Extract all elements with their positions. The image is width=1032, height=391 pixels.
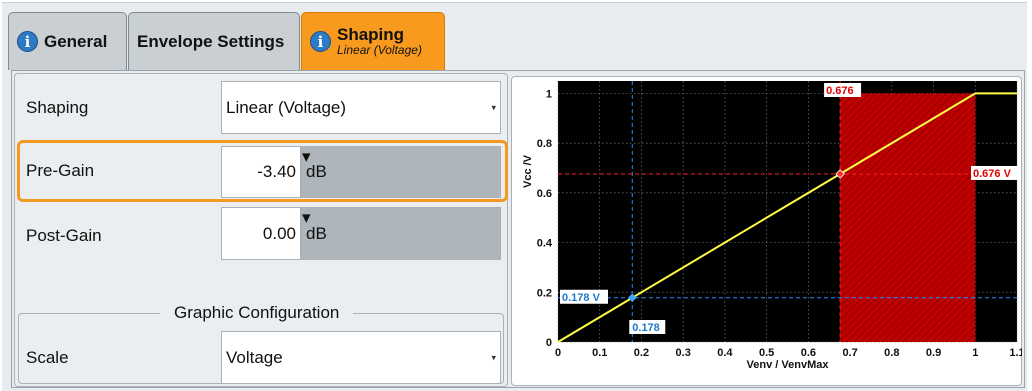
x-tick-label: 0.6 xyxy=(801,347,816,359)
post-gain-input[interactable]: 0.00 xyxy=(221,207,301,260)
chevron-down-icon: ▾ xyxy=(302,208,311,227)
red-y-label-bg xyxy=(971,165,1019,180)
x-axis-label: Venv / VenvMax xyxy=(747,359,830,371)
y-tick-label: 0.2 xyxy=(537,287,552,299)
tab-shaping-sublabel: Linear (Voltage) xyxy=(337,43,422,58)
x-tick-label: 0.2 xyxy=(634,347,649,359)
y-tick-label: 0 xyxy=(546,337,552,349)
chevron-down-icon: ▾ xyxy=(491,352,496,362)
x-tick-label: 0.5 xyxy=(759,347,774,359)
shaping-chart: 0.178 0.178 V 0.676 0.676 V 0 0.1 0.2 0.3 0.4 0.… xyxy=(522,81,1022,371)
tab-shaping-label: Shaping xyxy=(337,25,405,45)
scale-select[interactable]: Voltage ▾ xyxy=(221,331,501,384)
shaping-curve xyxy=(557,92,1017,343)
blue-x-label-bg xyxy=(629,320,666,334)
pre-gain-value: -3.40 xyxy=(257,162,296,181)
y-tick-label: 1 xyxy=(546,88,552,100)
info-icon: i xyxy=(17,31,38,52)
y-tick-label: 0.4 xyxy=(537,238,553,250)
x-tick-label: 0.9 xyxy=(926,347,941,359)
tab-general[interactable]: i General xyxy=(8,12,127,70)
post-gain-label: Post-Gain xyxy=(26,226,102,245)
info-icon: i xyxy=(310,31,331,52)
tab-envelope-settings-label: Envelope Settings xyxy=(137,31,285,51)
blue-y-label-bg xyxy=(560,289,608,304)
post-gain-unit-select[interactable]: dB ▾ xyxy=(301,207,501,260)
post-gain-value: 0.00 xyxy=(262,224,296,243)
red-marker-point xyxy=(835,169,845,179)
pre-gain-unit-select[interactable]: dB ▾ xyxy=(301,146,501,198)
x-tick-label: 0.3 xyxy=(676,347,691,359)
blue-y-label: 0.178 V xyxy=(562,292,601,304)
shaping-select[interactable]: Linear (Voltage) ▾ xyxy=(221,81,501,134)
chevron-down-icon: ▾ xyxy=(302,147,311,166)
x-tick-label: 1.1 xyxy=(1009,347,1022,359)
tab-general-label: General xyxy=(44,31,108,51)
pre-gain-label: Pre-Gain xyxy=(26,161,95,180)
shaping-select-value: Linear (Voltage) xyxy=(226,98,347,117)
tab-envelope-settings[interactable]: Envelope Settings xyxy=(128,12,300,70)
red-x-label-bg xyxy=(824,83,862,97)
y-tick-label: 0.6 xyxy=(537,188,552,200)
x-tick-label: 1 xyxy=(972,347,978,359)
post-gain-unit: dB xyxy=(306,224,327,243)
clipping-region xyxy=(840,93,976,342)
focus-highlight xyxy=(17,140,508,202)
red-y-label: 0.676 V xyxy=(973,168,1012,180)
y-tick-label: 0.8 xyxy=(537,138,552,150)
tab-shaping[interactable]: i Shaping Linear (Voltage) xyxy=(301,12,445,70)
shaping-label: Shaping xyxy=(26,98,89,117)
red-x-label: 0.676 xyxy=(826,85,854,97)
scale-label: Scale xyxy=(26,348,69,367)
graphic-configuration-title: Graphic Configuration xyxy=(160,303,354,323)
x-tick-label: 0.1 xyxy=(592,347,607,359)
x-tick-label: 0.4 xyxy=(717,347,733,359)
pre-gain-input[interactable]: -3.40 xyxy=(221,146,301,198)
scale-select-value: Voltage xyxy=(226,348,283,367)
x-tick-label: 0.7 xyxy=(842,347,857,359)
y-axis-label: Vcc /V xyxy=(522,154,534,188)
pre-gain-unit: dB xyxy=(306,162,327,181)
x-tick-label: 0 xyxy=(555,347,561,359)
x-tick-label: 0.8 xyxy=(884,347,899,359)
blue-x-label: 0.178 xyxy=(632,322,660,334)
chevron-down-icon: ▾ xyxy=(491,102,496,112)
